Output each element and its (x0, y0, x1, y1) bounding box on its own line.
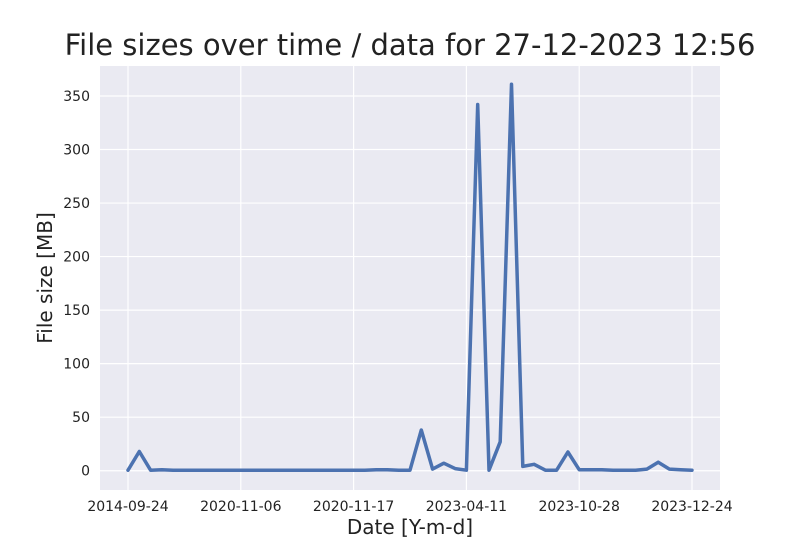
chart-title: File sizes over time / data for 27-12-20… (64, 28, 756, 62)
x-axis-ticks: 2014-09-24 2020-11-06 2020-11-17 2023-04-11… (87, 499, 732, 515)
x-tick-label: 2020-11-17 (313, 499, 394, 515)
series-group (126, 82, 694, 472)
y-axis-ticks: 0 50 100 150 200 250 300 350 (63, 89, 90, 480)
plot-area (100, 66, 720, 490)
y-tick-label: 300 (63, 143, 90, 159)
y-tick-label: 200 (63, 250, 90, 266)
y-tick-label: 350 (63, 89, 90, 105)
y-tick-label: 100 (63, 357, 90, 373)
x-axis-label: Date [Y-m-d] (346, 515, 474, 539)
y-tick-label: 250 (63, 196, 90, 212)
y-tick-label: 150 (63, 303, 90, 319)
x-tick-label: 2023-10-28 (539, 499, 620, 515)
x-tick-label: 2014-09-24 (87, 499, 168, 515)
x-tick-label: 2023-04-11 (426, 499, 507, 515)
y-tick-label: 50 (72, 410, 90, 426)
x-tick-label: 2023-12-24 (651, 499, 732, 515)
x-tick-label: 2020-11-06 (200, 499, 281, 515)
y-tick-label: 0 (81, 464, 90, 480)
gridlines (100, 66, 720, 490)
